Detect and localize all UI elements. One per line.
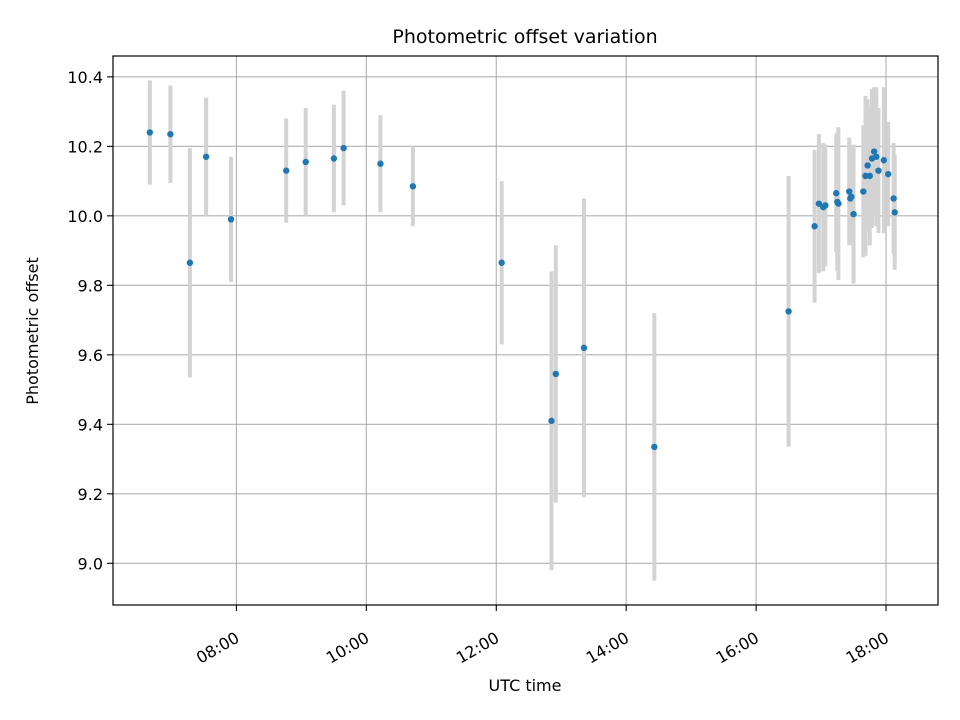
y-tick-label: 10.0 — [67, 207, 103, 226]
data-point — [833, 190, 840, 197]
data-point — [552, 370, 560, 378]
y-axis-title: Photometric offset — [23, 257, 42, 405]
chart-title: Photometric offset variation — [392, 26, 657, 48]
x-tick-label: 14:00 — [583, 628, 632, 668]
data-point — [785, 308, 792, 315]
x-tick-label: 18:00 — [843, 628, 892, 668]
data-point — [302, 158, 309, 166]
data-point — [890, 195, 897, 202]
y-tick-label: 9.8 — [78, 276, 103, 295]
data-point — [167, 130, 174, 138]
data-point — [822, 202, 829, 209]
data-point — [330, 155, 338, 162]
data-point — [870, 148, 878, 155]
x-tick-label: 16:00 — [713, 628, 762, 668]
data-point — [815, 200, 823, 207]
y-tick-label: 9.2 — [78, 485, 103, 504]
data-point — [340, 144, 347, 152]
data-point — [873, 153, 880, 160]
data-point — [377, 160, 384, 167]
data-point — [884, 170, 892, 178]
data-point — [409, 183, 417, 190]
grid — [113, 56, 938, 605]
y-tick-label: 10.4 — [67, 68, 103, 87]
data-point — [227, 216, 235, 223]
data-point — [866, 172, 873, 180]
data-point — [860, 188, 867, 195]
x-axis-title: UTC time — [489, 676, 562, 695]
error-bars — [147, 80, 897, 581]
x-tick-label: 10:00 — [323, 628, 372, 668]
data-point — [864, 162, 871, 169]
plot-frame — [112, 55, 939, 606]
x-axis-ticks: 08:00 10:00 12:00 14:00 16:00 18:00 — [193, 605, 892, 668]
data-point — [880, 157, 888, 164]
data-point — [548, 417, 555, 425]
data-point — [283, 167, 290, 174]
data-point — [498, 259, 505, 266]
data-points — [146, 129, 898, 451]
data-point — [835, 200, 842, 207]
data-point — [202, 153, 210, 160]
x-tick-label: 12:00 — [453, 628, 502, 668]
y-axis-ticks: 9.0 9.2 9.4 9.6 9.8 10.0 10.2 10.4 — [67, 68, 113, 573]
data-point — [651, 443, 658, 451]
y-tick-label: 9.0 — [78, 554, 103, 573]
x-tick-label: 08:00 — [193, 628, 242, 668]
data-point — [848, 193, 855, 200]
data-point — [811, 223, 818, 230]
data-point — [146, 129, 154, 136]
y-tick-label: 9.6 — [78, 346, 103, 365]
y-tick-label: 10.2 — [67, 137, 103, 156]
data-point — [875, 167, 882, 174]
data-point — [186, 259, 194, 266]
data-point — [580, 344, 588, 352]
data-point — [850, 210, 857, 218]
data-point — [891, 209, 898, 216]
y-tick-label: 9.4 — [78, 415, 103, 434]
data-point — [846, 188, 853, 195]
